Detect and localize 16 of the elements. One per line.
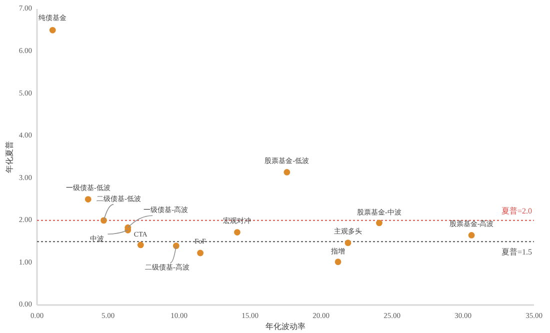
x-axis-title: 年化波动率 [266, 322, 306, 331]
point [197, 250, 204, 256]
point [234, 229, 240, 236]
point [344, 240, 352, 246]
ref-line-label: 夏普=2.0 [501, 206, 532, 216]
point [172, 242, 180, 249]
point [49, 26, 56, 34]
point [84, 196, 92, 202]
point [284, 169, 290, 176]
point [334, 258, 342, 266]
ref-line-label: 夏普=1.5 [501, 247, 532, 256]
point [468, 232, 475, 238]
point [137, 242, 144, 248]
point [100, 217, 107, 224]
y-axis-title: 年化夏普 [5, 141, 14, 173]
point [376, 220, 382, 226]
